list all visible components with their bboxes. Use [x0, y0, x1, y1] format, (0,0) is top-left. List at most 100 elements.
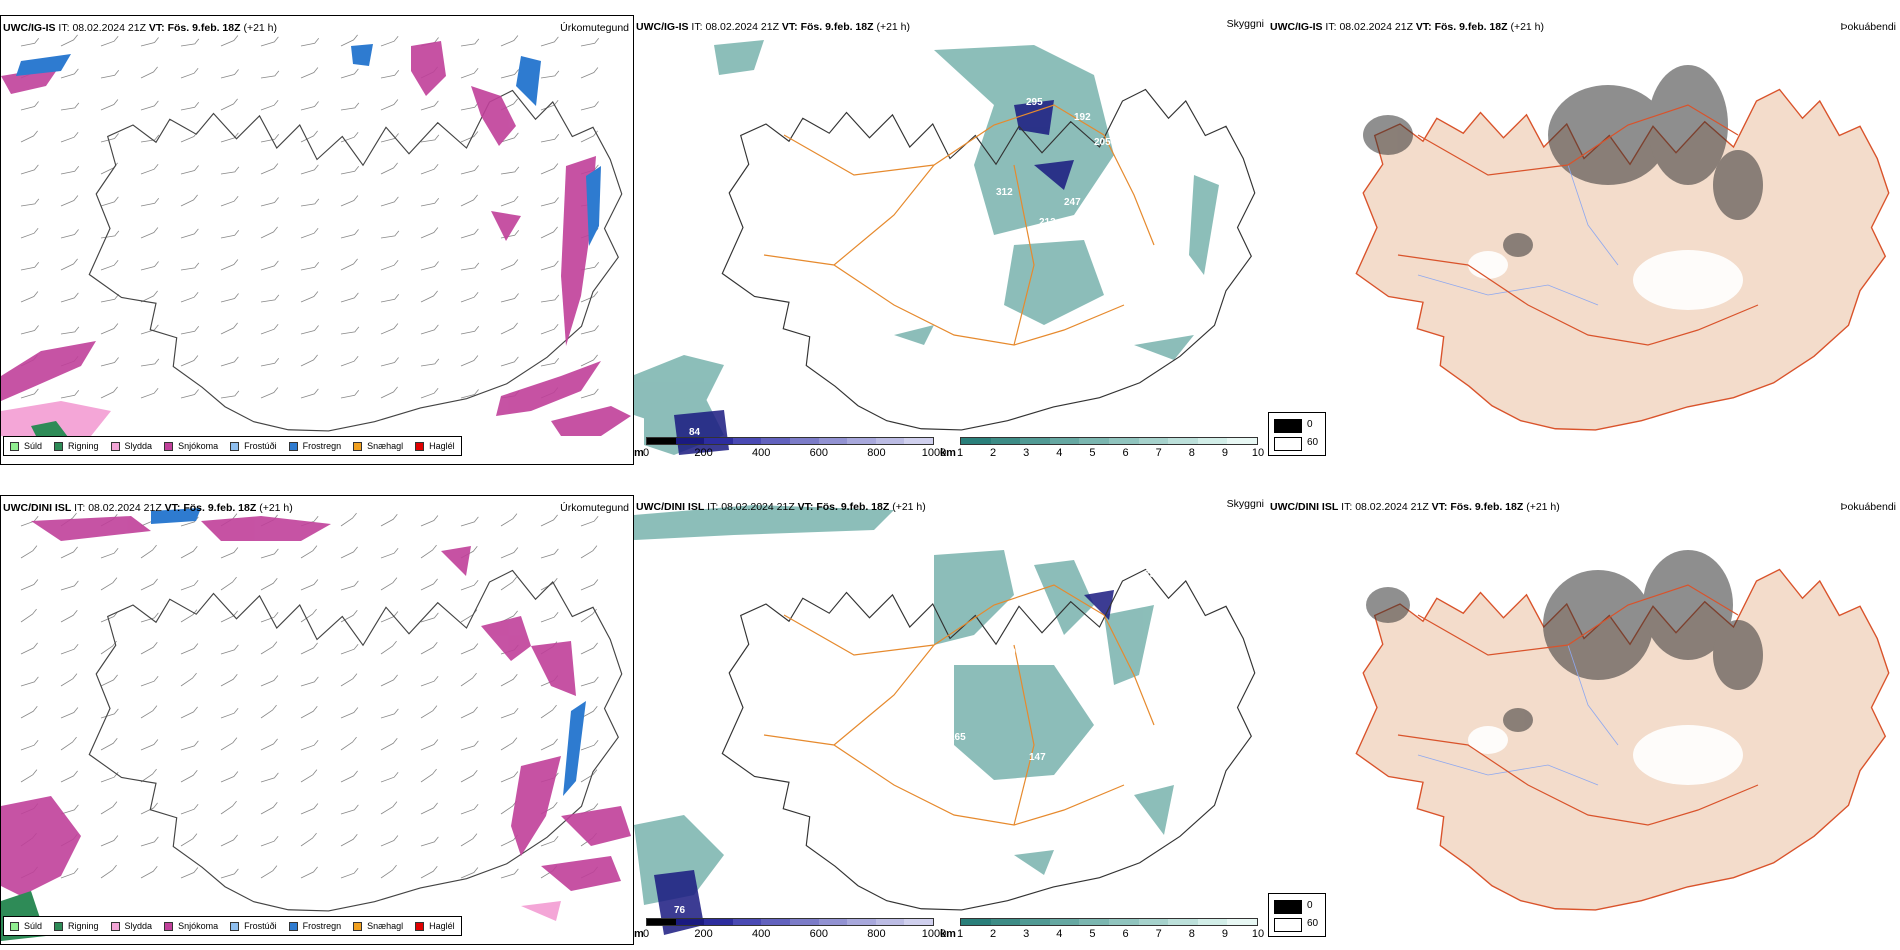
wind-barb — [380, 640, 397, 655]
ceiling-label: 212 — [1039, 217, 1056, 228]
colorbar-bin — [847, 438, 876, 444]
wind-barb — [420, 802, 438, 815]
wind-barb — [580, 388, 599, 399]
colorbar-bin — [875, 438, 905, 444]
colorbar-bin — [1020, 438, 1050, 444]
wind-barb — [460, 101, 480, 111]
wind-barb — [540, 835, 559, 847]
wind-barb — [340, 610, 358, 623]
visibility-colorbar: 1 2 3 4 5 6 7 8 9 10 — [957, 437, 1264, 459]
fog-panel-bottom: UWC/DINI ISL IT: 08.02.2024 21Z VT: Fös.… — [1268, 495, 1900, 945]
colorbar-tick: 10 — [1251, 928, 1265, 940]
wind-barb — [580, 515, 599, 527]
wind-barb — [220, 356, 239, 367]
legend-swatch — [110, 441, 120, 451]
wind-barb — [260, 738, 278, 751]
wind-barb — [420, 358, 440, 367]
wind-barb — [140, 163, 159, 175]
wind-barb — [100, 357, 119, 367]
colorbar-tick: 6 — [1122, 928, 1129, 940]
panel-header: UWC/IG-IS IT: 08.02.2024 21Z VT: Fös. 9.… — [636, 21, 911, 33]
wind-barb — [380, 162, 398, 175]
wind-barb — [340, 102, 360, 111]
wind-barb — [380, 547, 399, 559]
wind-barb — [500, 195, 519, 207]
wind-barb — [260, 226, 278, 239]
wind-barb — [60, 804, 79, 815]
wind-barb — [220, 644, 239, 655]
wind-barb — [340, 292, 359, 303]
colorbar-bin — [1197, 438, 1228, 444]
fog-legend: 0 60 — [1268, 412, 1326, 456]
ceiling-label: 190 — [1119, 115, 1136, 126]
wind-barb — [100, 196, 119, 207]
wind-barb — [300, 642, 318, 655]
colorbar-bin — [732, 919, 762, 925]
visibility-ceiling-map: 295 192 190 205 312 247 612 212 212 241 84 — [634, 40, 1256, 455]
wind-barb — [580, 545, 598, 559]
wind-barb — [380, 323, 399, 335]
wind-barb — [60, 643, 79, 655]
wind-barb — [540, 323, 559, 335]
wind-barb — [60, 229, 79, 239]
colorbar-bin — [1168, 438, 1198, 444]
colorbar-tick: 7 — [1155, 447, 1162, 459]
panel-header: UWC/DINI ISL IT: 08.02.2024 21Z VT: Fös.… — [636, 501, 926, 513]
wind-barb — [580, 706, 598, 719]
wind-barb — [420, 866, 438, 879]
wind-barb — [180, 262, 200, 271]
wind-barb — [100, 864, 117, 879]
wind-barb — [140, 642, 158, 655]
wind-barb — [220, 166, 240, 175]
wind-barb — [20, 739, 39, 751]
wind-barb — [340, 195, 359, 207]
wind-barb — [580, 37, 600, 47]
wind-barb — [380, 577, 398, 591]
wind-barb — [340, 736, 357, 751]
ceiling-unit: m — [634, 447, 644, 459]
legend-label: Frostúði — [244, 921, 277, 931]
wind-barb — [300, 769, 318, 783]
wind-barb — [300, 130, 318, 143]
wind-barb — [460, 194, 478, 207]
ceiling-unit: m — [634, 928, 644, 940]
fog-indicator-map — [1355, 65, 1890, 431]
wind-barb — [220, 834, 238, 847]
wind-barb — [340, 580, 359, 591]
wind-barb — [260, 197, 279, 207]
wind-barb — [260, 802, 278, 815]
wind-barb — [140, 100, 159, 111]
colorbar-tick: 9 — [1221, 447, 1228, 459]
colorbar-tick: 400 — [752, 447, 771, 459]
wind-barb — [180, 833, 198, 847]
panel-title: Þokuábendi — [1840, 21, 1896, 33]
wind-barb — [220, 229, 240, 239]
legend-swatch — [415, 921, 425, 931]
wind-barb — [300, 608, 317, 623]
colorbar-bin — [647, 438, 676, 444]
wind-barb — [460, 228, 479, 239]
legend-item: Rigning — [54, 441, 99, 451]
wind-barb — [380, 196, 399, 207]
wind-barb — [380, 864, 397, 879]
wind-barb — [300, 67, 319, 79]
wind-barb — [100, 35, 119, 47]
wind-barb — [460, 165, 479, 175]
wind-barb — [380, 99, 399, 111]
ceiling-label: 360 — [1182, 607, 1199, 618]
wind-barb — [220, 35, 239, 47]
wind-barb — [180, 579, 199, 591]
legend-swatch — [230, 921, 240, 931]
wind-barb — [260, 163, 279, 175]
ceiling-label: 293 — [1104, 722, 1121, 733]
wind-barb — [140, 324, 159, 335]
wind-barb — [340, 355, 359, 367]
wind-barb — [540, 357, 560, 367]
colorbar-bin — [904, 438, 933, 444]
wind-barb — [140, 387, 159, 399]
wind-barb — [20, 579, 39, 591]
wind-barb — [340, 326, 360, 335]
wind-barb — [180, 672, 197, 687]
legend-label: Frostregn — [302, 921, 342, 931]
wind-barb — [540, 611, 559, 623]
